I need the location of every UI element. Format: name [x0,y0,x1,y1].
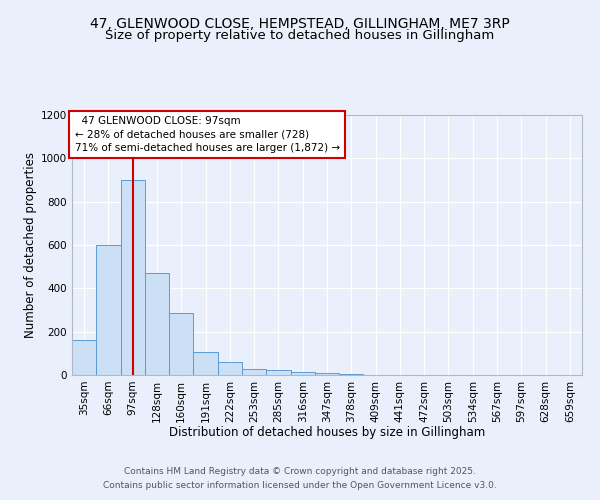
Bar [72,340,96,375]
Text: Size of property relative to detached houses in Gillingham: Size of property relative to detached ho… [106,29,494,42]
Text: Contains public sector information licensed under the Open Government Licence v3: Contains public sector information licen… [103,481,497,490]
Bar [218,362,242,375]
Text: Contains HM Land Registry data © Crown copyright and database right 2025.: Contains HM Land Registry data © Crown c… [124,467,476,476]
Bar [315,373,339,375]
Bar [193,352,218,375]
Bar [266,370,290,375]
Bar [290,372,315,375]
Bar [145,273,169,375]
Bar [121,180,145,375]
Bar [169,313,193,375]
Bar [339,374,364,375]
Text: 47, GLENWOOD CLOSE, HEMPSTEAD, GILLINGHAM, ME7 3RP: 47, GLENWOOD CLOSE, HEMPSTEAD, GILLINGHA… [90,18,510,32]
Y-axis label: Number of detached properties: Number of detached properties [24,152,37,338]
Bar [242,368,266,375]
Bar [96,245,121,375]
X-axis label: Distribution of detached houses by size in Gillingham: Distribution of detached houses by size … [169,426,485,439]
Text: 47 GLENWOOD CLOSE: 97sqm
← 28% of detached houses are smaller (728)
71% of semi-: 47 GLENWOOD CLOSE: 97sqm ← 28% of detach… [74,116,340,152]
